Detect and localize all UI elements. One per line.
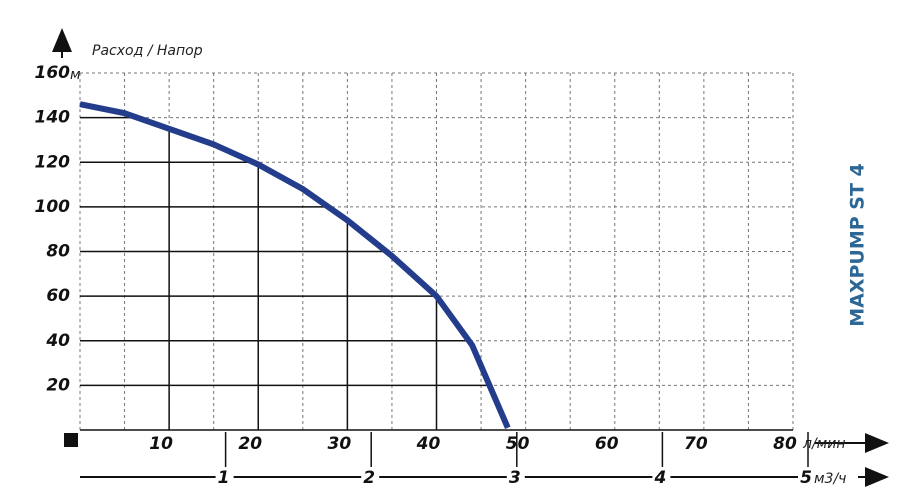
y-tick-label: 60 bbox=[46, 286, 70, 306]
x-tick-label: 10 bbox=[149, 434, 173, 454]
x2-tick-label: 3 bbox=[509, 468, 521, 488]
model-title: MAXPUMP ST 4 bbox=[847, 163, 869, 327]
x2-tick-label: 5 bbox=[800, 468, 812, 488]
y-unit: м bbox=[70, 67, 81, 83]
x2-label-bg bbox=[506, 467, 525, 487]
x2-tick-label: 2 bbox=[363, 468, 375, 488]
y-tick-label: 20 bbox=[46, 375, 70, 395]
y-tick-label: 160 bbox=[35, 63, 71, 83]
x-tick-label: 60 bbox=[595, 434, 619, 454]
x-tick-label: 30 bbox=[328, 434, 352, 454]
chart-title: Расход / Напор bbox=[92, 43, 203, 59]
x2-label-bg bbox=[215, 467, 234, 487]
x2-unit: м3/ч bbox=[814, 471, 846, 487]
x-tick-label: 40 bbox=[416, 434, 441, 454]
y-tick-label: 40 bbox=[45, 331, 70, 351]
x-tick-label: 20 bbox=[238, 434, 262, 454]
x-tick-label: 70 bbox=[684, 434, 708, 454]
y-tick-label: 120 bbox=[35, 152, 71, 172]
x2-label-bg bbox=[652, 467, 671, 487]
x-tick-label: 50 bbox=[506, 434, 530, 454]
y-tick-label: 100 bbox=[35, 197, 71, 217]
x2-unit-bg bbox=[812, 467, 858, 487]
x2-tick-label: 1 bbox=[218, 468, 230, 488]
pump-curve bbox=[79, 101, 511, 429]
x-unit: л/мин bbox=[802, 436, 845, 452]
y-tick-label: 80 bbox=[46, 242, 70, 262]
origin-marker bbox=[64, 433, 78, 447]
x2-label-bg bbox=[798, 467, 816, 487]
x2-label-bg bbox=[361, 467, 380, 487]
y-tick-label: 140 bbox=[35, 108, 71, 128]
x-tick-label: 80 bbox=[773, 434, 797, 454]
x2-tick-label: 4 bbox=[653, 468, 666, 488]
